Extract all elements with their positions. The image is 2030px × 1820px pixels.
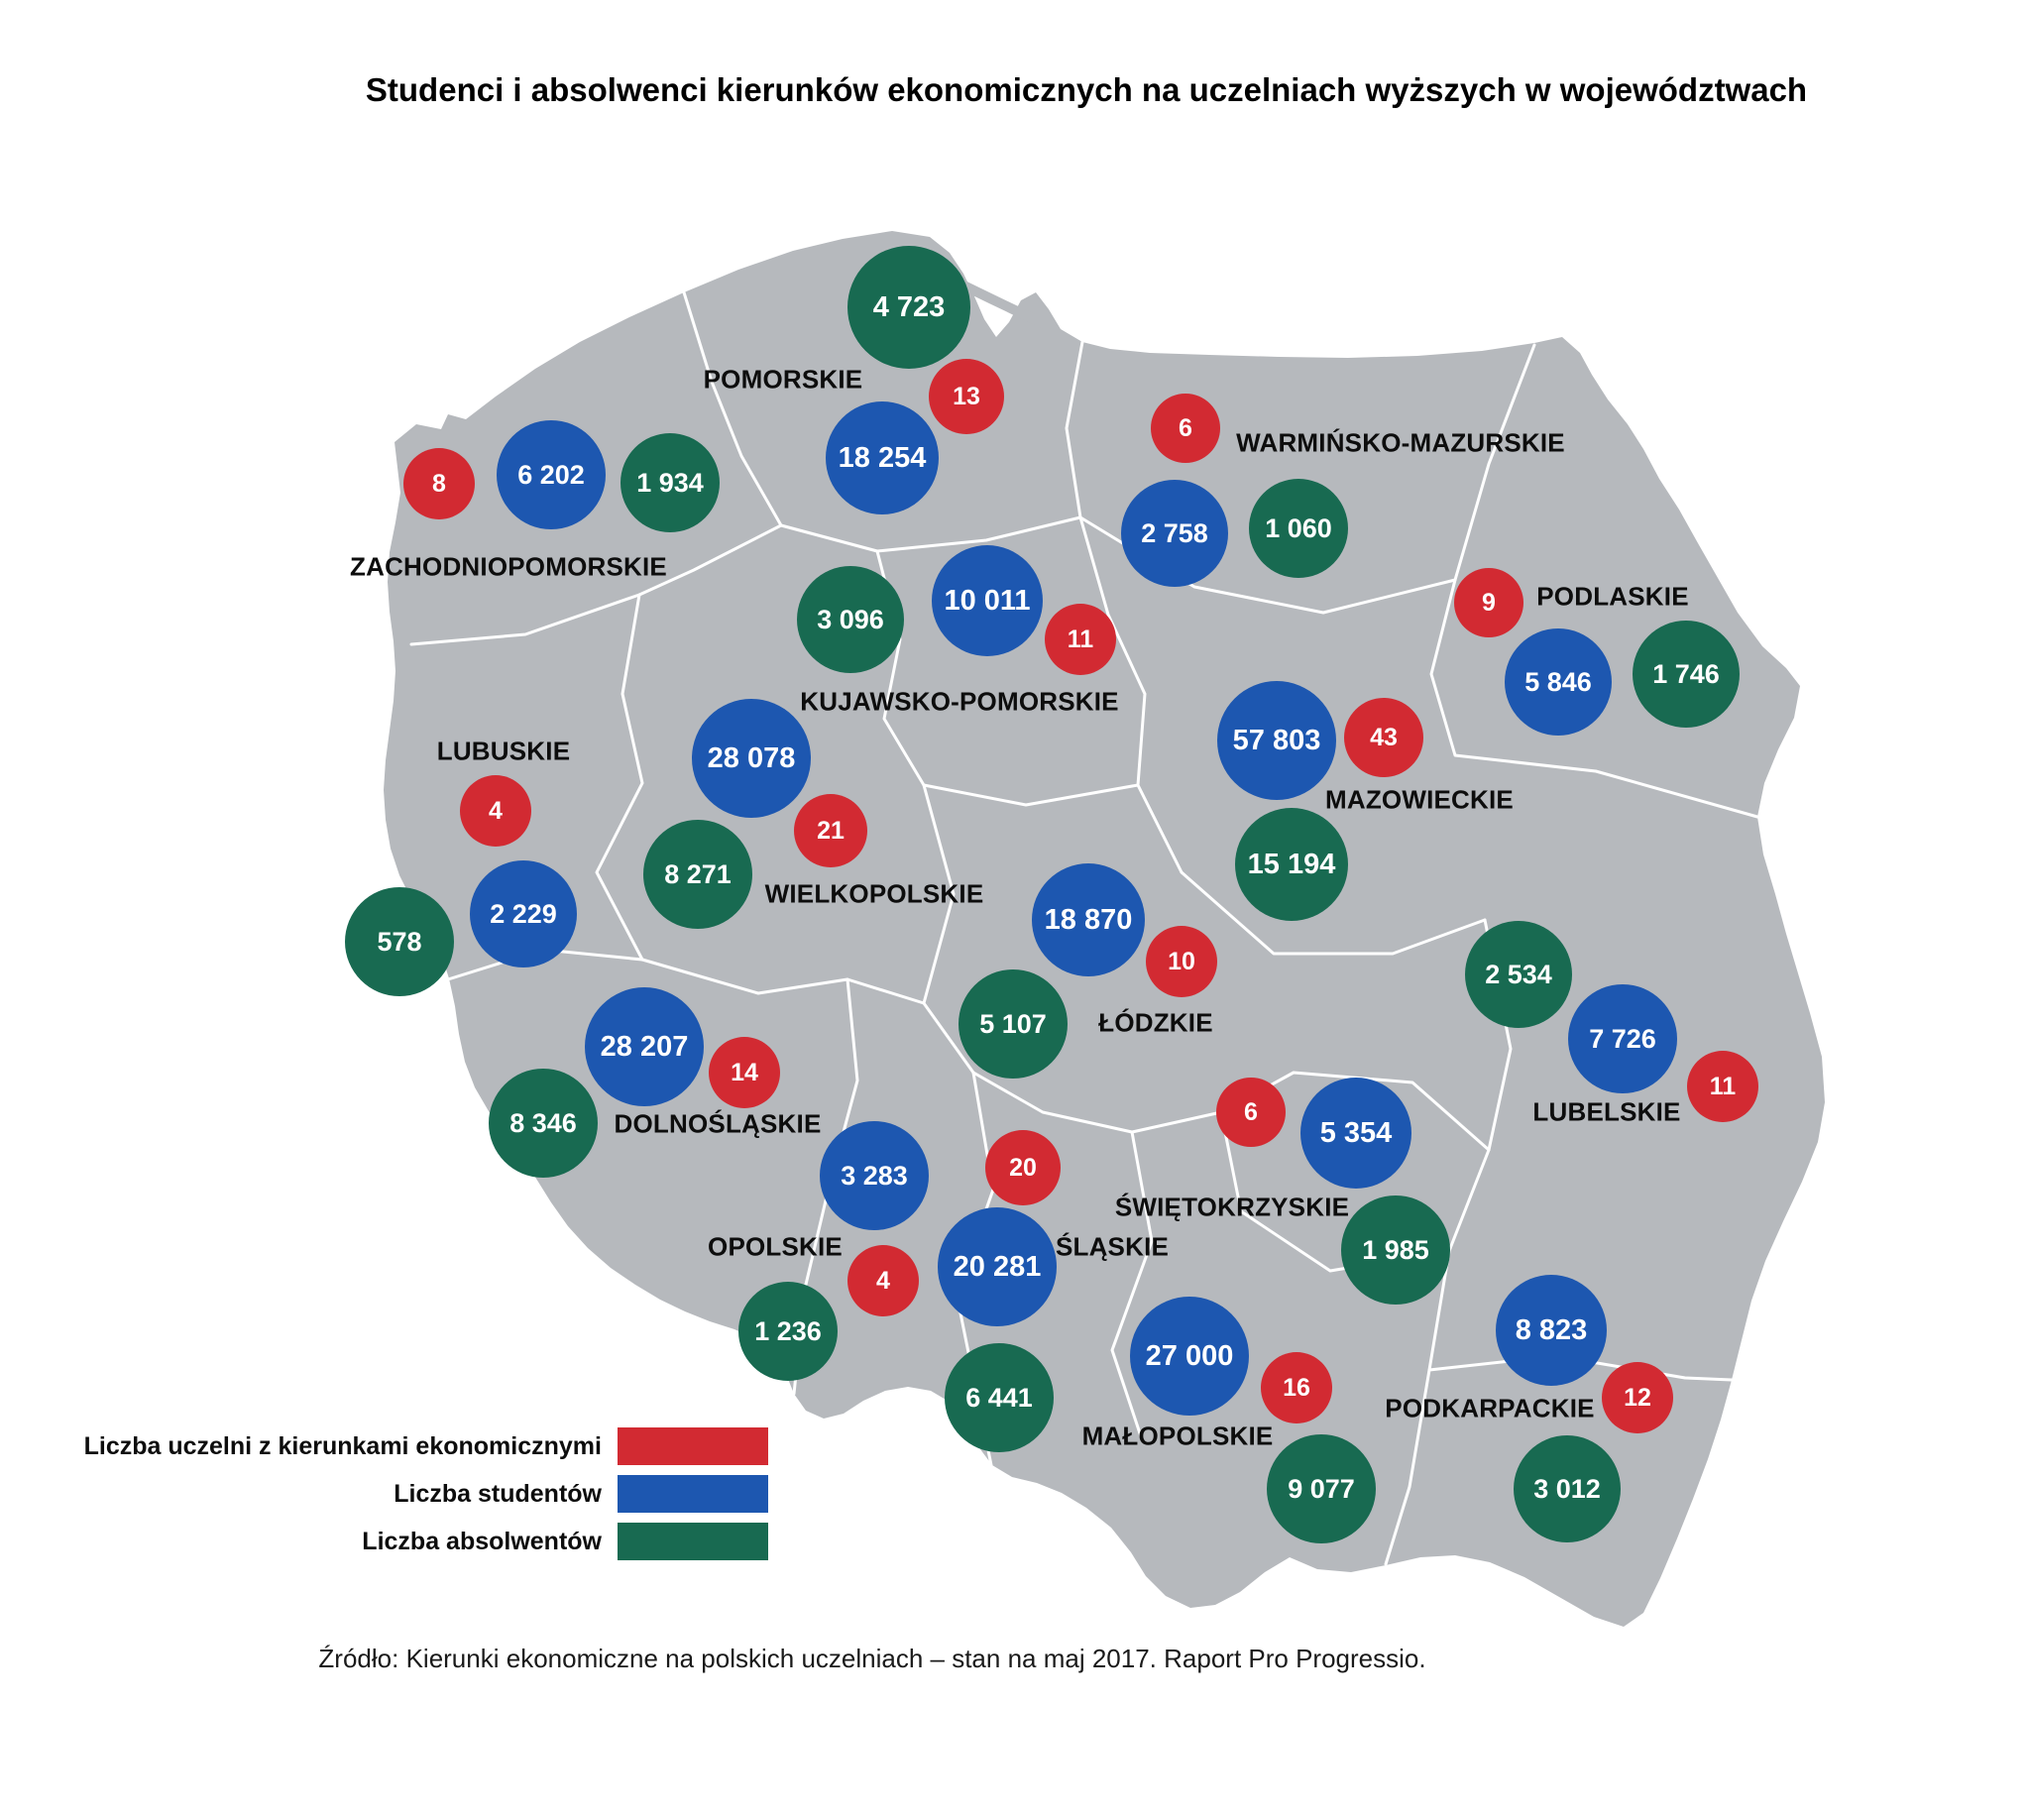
region-label-slaskie: ŚLĄSKIE xyxy=(1055,1231,1170,1262)
bubble-students-slaskie: 20 281 xyxy=(938,1207,1057,1326)
chart-title: Studenci i absolwenci kierunków ekonomic… xyxy=(365,71,1808,108)
bubble-students-lubuskie: 2 229 xyxy=(470,860,577,967)
bubble-students-podlaskie: 5 846 xyxy=(1505,628,1612,736)
region-label-dolnoslaskie: DOLNOŚLĄSKIE xyxy=(614,1108,822,1139)
border-line xyxy=(640,958,926,1005)
region-label-swietokrzyskie: ŚWIĘTOKRZYSKIE xyxy=(1114,1192,1350,1222)
bubble-students-mazowieckie: 57 803 xyxy=(1217,681,1336,800)
region-label-podlaskie: PODLASKIE xyxy=(1536,581,1689,612)
region-label-kujawsko-pomorskie: KUJAWSKO-POMORSKIE xyxy=(800,686,1119,717)
bubble-students-lubelskie: 7 726 xyxy=(1568,984,1677,1093)
border-line xyxy=(1219,1110,1491,1273)
bubble-universities-slaskie: 20 xyxy=(985,1130,1061,1205)
legend: Liczba uczelni z kierunkami ekonomicznym… xyxy=(74,1427,768,1570)
bubble-graduates-podkarpackie: 3 012 xyxy=(1514,1435,1621,1542)
bubble-students-dolnoslaskie: 28 207 xyxy=(585,987,704,1106)
region-label-warminsko-mazurskie: WARMIŃSKO-MAZURSKIE xyxy=(1236,427,1565,458)
region-label-pomorskie: POMORSKIE xyxy=(703,364,863,395)
bubble-graduates-malopolskie: 9 077 xyxy=(1267,1434,1376,1543)
bubble-students-zachodniopomorskie: 6 202 xyxy=(497,420,606,529)
border-line xyxy=(1384,1249,1451,1566)
bubble-universities-pomorskie: 13 xyxy=(929,359,1004,434)
bubble-students-swietokrzyskie: 5 354 xyxy=(1300,1078,1411,1189)
bubble-universities-lodzkie: 10 xyxy=(1146,926,1217,997)
legend-row-graduates: Liczba absolwentów xyxy=(74,1523,768,1560)
border-line xyxy=(1110,1130,1154,1441)
border-line xyxy=(1180,870,1487,956)
border-line xyxy=(922,783,1140,807)
bubble-universities-mazowieckie: 43 xyxy=(1344,698,1423,777)
bubble-universities-wielkopolskie: 21 xyxy=(794,794,867,867)
legend-row-universities: Liczba uczelni z kierunkami ekonomicznym… xyxy=(74,1427,768,1465)
legend-row-students: Liczba studentów xyxy=(74,1475,768,1513)
bubble-graduates-swietokrzyskie: 1 985 xyxy=(1341,1195,1450,1305)
source-note: Źródło: Kierunki ekonomiczne na polskich… xyxy=(318,1644,1426,1673)
bubble-graduates-opolskie: 1 236 xyxy=(738,1282,838,1381)
bubble-students-pomorskie: 18 254 xyxy=(826,401,939,514)
border-line xyxy=(1065,340,1084,519)
bubble-universities-lubelskie: 11 xyxy=(1687,1051,1758,1122)
region-label-wielkopolskie: WIELKOPOLSKIE xyxy=(764,878,984,909)
bubble-students-podkarpackie: 8 823 xyxy=(1496,1275,1607,1386)
bubble-students-lodzkie: 18 870 xyxy=(1032,863,1145,976)
bubble-universities-malopolskie: 16 xyxy=(1261,1352,1332,1423)
legend-label-students: Liczba studentów xyxy=(394,1479,602,1508)
region-label-podkarpackie: PODKARPACKIE xyxy=(1385,1393,1595,1423)
legend-swatch-students xyxy=(618,1475,768,1513)
border-line xyxy=(1429,578,1759,819)
bubble-graduates-zachodniopomorskie: 1 934 xyxy=(620,433,720,532)
bubble-graduates-lodzkie: 5 107 xyxy=(959,969,1068,1079)
bubble-graduates-wielkopolskie: 8 271 xyxy=(643,820,752,929)
bubble-universities-podlaskie: 9 xyxy=(1454,568,1523,637)
bubble-universities-swietokrzyskie: 6 xyxy=(1216,1078,1286,1147)
bubble-universities-lubuskie: 4 xyxy=(460,775,531,847)
region-label-opolskie: OPOLSKIE xyxy=(708,1231,843,1262)
region-label-lubelskie: LUBELSKIE xyxy=(1532,1096,1681,1127)
legend-swatch-graduates xyxy=(618,1523,768,1560)
border-line xyxy=(1078,515,1184,874)
bubble-students-kujawsko-pomorskie: 10 011 xyxy=(932,545,1043,656)
bubble-graduates-pomorskie: 4 723 xyxy=(847,246,970,369)
bubble-universities-zachodniopomorskie: 8 xyxy=(403,448,475,519)
bubble-graduates-podlaskie: 1 746 xyxy=(1633,621,1740,728)
bubble-graduates-lubuskie: 578 xyxy=(345,887,454,996)
legend-label-graduates: Liczba absolwentów xyxy=(362,1527,602,1555)
border-line xyxy=(922,783,975,1075)
border-line xyxy=(971,1071,1223,1134)
bubble-students-wielkopolskie: 28 078 xyxy=(692,699,811,818)
region-label-mazowieckie: MAZOWIECKIE xyxy=(1325,784,1514,815)
region-label-lodzkie: ŁÓDZKIE xyxy=(1098,1007,1213,1038)
bubble-graduates-lubelskie: 2 534 xyxy=(1465,921,1572,1028)
bubble-graduates-dolnoslaskie: 8 346 xyxy=(489,1069,598,1178)
legend-label-universities: Liczba uczelni z kierunkami ekonomicznym… xyxy=(83,1431,602,1460)
legend-swatch-universities xyxy=(618,1427,768,1465)
bubble-universities-warminsko-mazurskie: 6 xyxy=(1151,394,1220,463)
bubble-universities-podkarpackie: 12 xyxy=(1602,1362,1673,1433)
bubble-universities-dolnoslaskie: 14 xyxy=(709,1037,780,1108)
bubble-students-warminsko-mazurskie: 2 758 xyxy=(1121,480,1228,587)
bubble-students-opolskie: 3 283 xyxy=(820,1121,929,1230)
border-line xyxy=(682,290,783,527)
border-line xyxy=(1453,343,1536,582)
region-label-malopolskie: MAŁOPOLSKIE xyxy=(1081,1421,1274,1451)
border-line xyxy=(779,515,1082,553)
region-label-zachodniopomorskie: ZACHODNIOPOMORSKIE xyxy=(350,551,667,582)
bubble-graduates-mazowieckie: 15 194 xyxy=(1235,808,1348,921)
border-line xyxy=(595,593,644,962)
bubble-universities-opolskie: 4 xyxy=(847,1245,919,1316)
region-label-lubuskie: LUBUSKIE xyxy=(436,736,571,766)
bubble-students-malopolskie: 27 000 xyxy=(1130,1297,1249,1416)
bubble-universities-kujawsko-pomorskie: 11 xyxy=(1045,604,1116,675)
bubble-graduates-warminsko-mazurskie: 1 060 xyxy=(1249,479,1348,578)
bubble-graduates-slaskie: 6 441 xyxy=(945,1343,1054,1452)
bubble-graduates-kujawsko-pomorskie: 3 096 xyxy=(797,566,904,673)
